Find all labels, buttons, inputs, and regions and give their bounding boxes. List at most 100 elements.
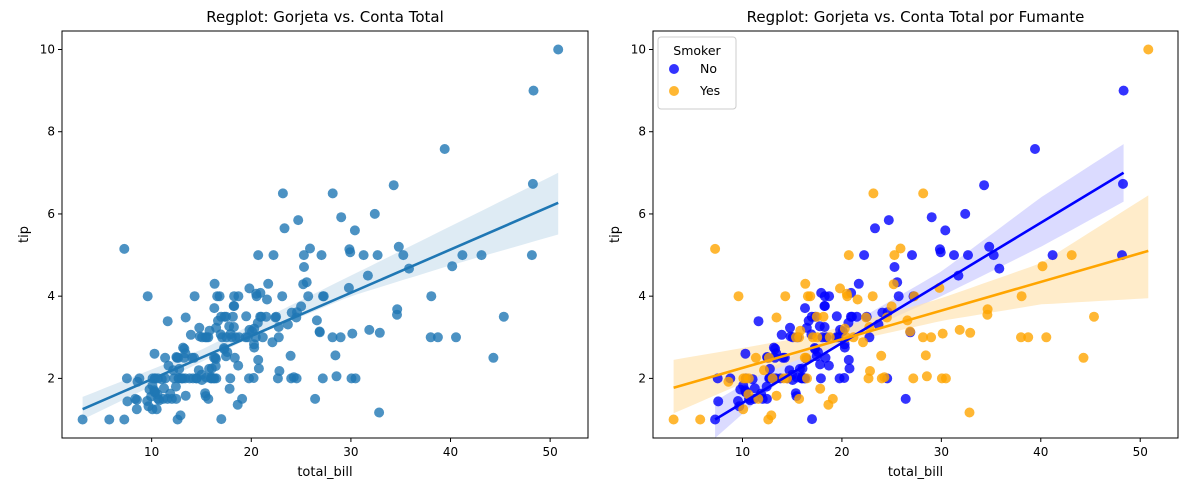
data-point	[771, 312, 782, 323]
x-axis-label: total_bill	[297, 465, 352, 480]
data-point	[926, 212, 937, 223]
data-point	[812, 332, 823, 343]
data-point	[327, 332, 338, 343]
data-point	[257, 332, 268, 343]
data-point	[553, 44, 564, 55]
data-point	[819, 301, 830, 311]
data-point	[372, 250, 383, 261]
regression-line	[82, 201, 559, 411]
data-point	[296, 301, 307, 312]
data-point	[831, 311, 842, 322]
data-point	[160, 352, 171, 363]
data-point	[870, 223, 880, 234]
x-tick-label: 10	[144, 445, 159, 459]
data-point	[982, 304, 993, 315]
data-point	[119, 414, 130, 425]
data-point	[842, 291, 853, 302]
data-point	[277, 188, 288, 199]
data-point	[122, 396, 133, 407]
data-point	[940, 373, 951, 384]
x-tick-label: 40	[443, 445, 458, 459]
data-point	[926, 332, 937, 343]
data-point	[802, 373, 812, 384]
data-point	[273, 332, 284, 343]
data-point	[827, 393, 838, 404]
data-point	[960, 208, 971, 219]
data-point	[131, 394, 142, 405]
data-point	[228, 322, 239, 332]
data-point	[843, 354, 854, 365]
data-point	[149, 348, 160, 359]
confidence-band	[715, 144, 1124, 438]
data-point	[918, 332, 928, 343]
data-point	[209, 278, 220, 289]
data-point	[374, 327, 385, 338]
data-point	[392, 304, 403, 315]
data-point	[227, 311, 238, 322]
data-point	[358, 250, 369, 261]
data-point	[1023, 332, 1034, 343]
data-point	[888, 279, 899, 290]
data-point	[314, 327, 325, 338]
data-point	[301, 277, 312, 288]
data-point	[214, 291, 225, 302]
data-point	[823, 360, 834, 371]
x-tick-label: 30	[934, 445, 949, 459]
x-axis-label: total_bill	[888, 465, 943, 480]
data-point	[759, 365, 769, 376]
data-point	[965, 327, 976, 338]
data-point	[327, 188, 338, 199]
data-point	[905, 326, 916, 337]
data-point	[937, 328, 948, 339]
data-point	[171, 393, 182, 404]
x-tick-label: 30	[343, 445, 358, 459]
data-point	[262, 294, 272, 305]
data-point	[994, 263, 1005, 274]
data-point	[750, 352, 761, 363]
data-point	[255, 287, 266, 298]
data-point	[805, 291, 816, 302]
data-point	[907, 250, 917, 261]
data-point	[336, 212, 347, 223]
legend-title: Smoker	[673, 43, 721, 58]
data-point	[908, 373, 919, 384]
data-point	[824, 291, 835, 302]
x-tick-label: 50	[543, 445, 558, 459]
y-tick-label: 2	[47, 371, 55, 385]
data-point	[1066, 250, 1077, 261]
data-point	[488, 352, 499, 363]
data-point	[303, 291, 314, 302]
data-point	[388, 180, 399, 191]
data-point	[425, 332, 436, 343]
y-tick-label: 10	[40, 43, 55, 57]
data-point	[954, 324, 965, 335]
data-point	[819, 322, 830, 332]
data-point	[815, 359, 826, 370]
legend-label: No	[700, 61, 717, 76]
data-point	[134, 373, 145, 384]
data-point	[291, 373, 302, 384]
x-tick-label: 20	[244, 445, 259, 459]
x-tick-label: 10	[735, 445, 750, 459]
data-point	[224, 383, 235, 394]
data-point	[248, 373, 259, 383]
y-tick-label: 8	[47, 125, 55, 139]
data-point	[349, 225, 360, 236]
data-point	[807, 414, 817, 425]
data-point	[285, 350, 296, 361]
data-point	[900, 393, 911, 404]
data-point	[921, 371, 932, 382]
data-point	[476, 250, 487, 261]
data-point	[229, 352, 240, 363]
data-point	[835, 283, 845, 294]
data-point	[771, 390, 782, 401]
data-point	[753, 316, 764, 327]
data-point	[1047, 250, 1058, 261]
data-point	[1016, 291, 1027, 302]
data-point	[374, 407, 385, 418]
chart-title: Regplot: Gorjeta vs. Conta Total por Fum…	[747, 8, 1085, 26]
data-point	[277, 291, 288, 302]
data-point	[398, 250, 409, 261]
data-point	[801, 352, 812, 363]
data-point	[918, 188, 929, 199]
